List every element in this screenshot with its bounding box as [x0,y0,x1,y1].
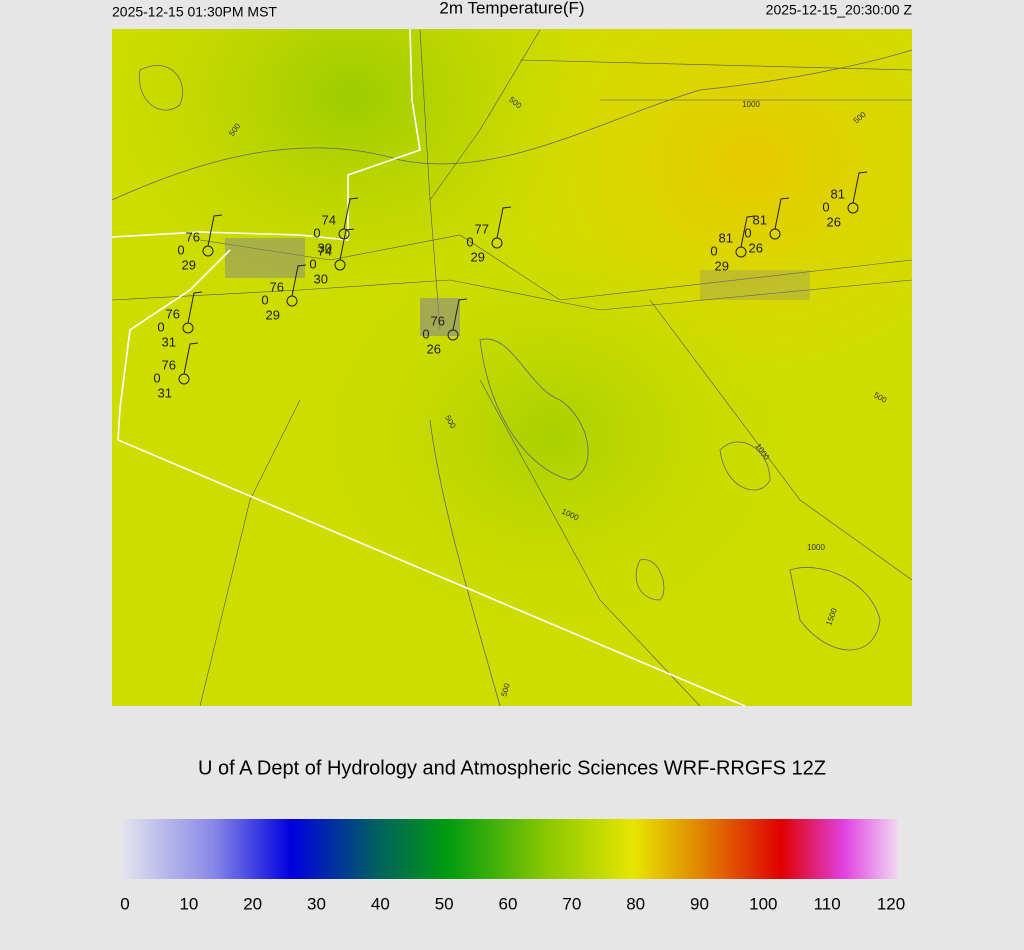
colorbar-tick-label: 60 [499,894,518,913]
colorbar-ticks: 0 10 20 30 40 50 60 70 80 90 100 110 120 [120,894,905,913]
wind-barb [339,228,355,261]
station-mid: 0 [466,234,473,249]
wind-barb [852,171,868,204]
wind-barb [291,264,307,297]
wind-barb [452,298,468,331]
station-mid: 0 [822,199,829,214]
station-temp: 76 [186,229,200,244]
station-mid: 0 [261,292,268,307]
station-temp: 74 [322,212,336,227]
station-mid: 0 [422,326,429,341]
colorbar-tick-label: 70 [562,894,581,913]
wind-barb [207,214,223,247]
wind-barb [496,206,512,239]
wind-barb [740,215,756,248]
station-dew: 29 [715,258,729,273]
station-mid: 0 [157,319,164,334]
colorbar-tick-label: 40 [371,894,390,913]
station-temp: 76 [162,357,176,372]
station-mid: 0 [309,256,316,271]
cool-region [112,29,912,706]
colorbar-tick-label: 50 [435,894,454,913]
station-mid: 0 [177,242,184,257]
station-temp: 76 [431,313,445,328]
wind-barb [183,342,199,375]
colorbar-tick-label: 100 [749,894,777,913]
contours [111,49,913,707]
station-mid: 0 [313,225,320,240]
station-dew: 31 [162,334,176,349]
credit-text: U of A Dept of Hydrology and Atmospheric… [198,757,826,779]
station-temp: 81 [831,186,845,201]
urban-areas [225,238,810,336]
wind-barb [187,291,203,324]
wind-barb [343,197,359,230]
station-dew: 30 [314,271,328,286]
colorbar-tick-label: 0 [120,894,129,913]
station-mid: 0 [153,370,160,385]
colorbar-tick-label: 80 [626,894,645,913]
station-dew: 29 [266,307,280,322]
station-dew: 29 [182,257,196,272]
station-dew: 29 [471,249,485,264]
station-temp: 74 [318,243,332,258]
colorbar-tick-label: 110 [814,894,841,913]
station-temp: 76 [270,279,284,294]
contour-label: 500 [500,682,512,698]
colorbar-tick-label: 120 [877,894,905,913]
station-group: 7602974030740307602976031760317602677029… [153,171,868,400]
station-dew: 26 [827,214,841,229]
colorbar-tick-label: 30 [307,894,326,913]
station-dew: 26 [749,240,763,255]
station-dew: 30 [318,240,332,255]
station-temp: 81 [753,212,767,227]
colorbar-tick-label: 20 [243,894,262,913]
station-temp: 77 [475,221,489,236]
header-left: 2025-12-15 01:30PM MST [112,4,277,20]
colorbar [120,819,898,879]
station-dew: 26 [427,341,441,356]
colorbar-tick-label: 90 [690,894,709,913]
colorbar-tick-label: 10 [179,894,198,913]
station-temp: 76 [166,306,180,321]
header-right: 2025-12-15_20:30:00 Z [766,2,913,18]
station-temp: 81 [719,230,733,245]
contour-label: 1000 [807,543,825,552]
station-mid: 0 [710,243,717,258]
station-dew: 31 [158,385,172,400]
wind-barb [774,197,790,230]
map-title: 2m Temperature(F) [439,0,584,17]
contour-label: 1000 [742,100,760,109]
station-mid: 0 [744,225,751,240]
